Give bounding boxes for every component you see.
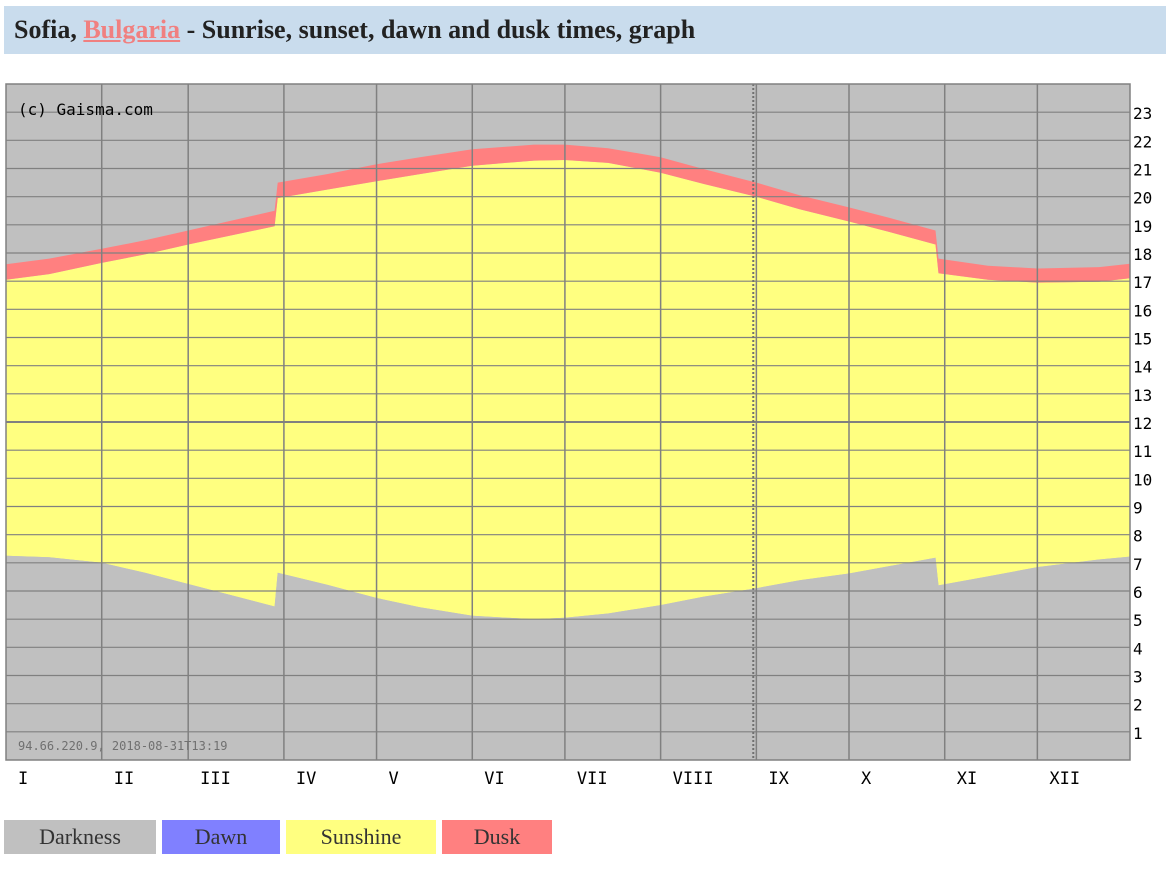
legend-dusk: Dusk [442, 820, 552, 854]
y-tick-label: 20 [1133, 189, 1152, 208]
y-tick-label: 2 [1133, 696, 1143, 715]
y-tick-label: 17 [1133, 273, 1152, 292]
month-label: IV [296, 769, 316, 789]
sun-times-graph: 1 2 3 4 5 6 7 8 9 10 11 12 13 14 15 16 17 18 19 20 21 22 23 I II… [4, 82, 1170, 792]
y-tick-label: 18 [1133, 245, 1152, 264]
watermark-text: (c) Gaisma.com [18, 100, 153, 119]
y-tick-label: 5 [1133, 611, 1143, 630]
month-label: I [18, 769, 28, 789]
month-label: VI [484, 769, 504, 789]
month-label: XII [1049, 769, 1080, 789]
page-title: Sofia, Bulgaria - Sunrise, sunset, dawn … [4, 6, 1166, 54]
legend-dusk-label: Dusk [473, 824, 521, 849]
y-tick-label: 10 [1133, 470, 1152, 489]
y-tick-label: 9 [1133, 499, 1143, 518]
legend-sunshine: Sunshine [286, 820, 436, 854]
legend-dawn: Dawn [162, 820, 280, 854]
y-tick-label: 1 [1133, 724, 1143, 743]
month-label: VII [577, 769, 608, 789]
y-tick-label: 7 [1133, 555, 1143, 574]
legend-dawn-label: Dawn [194, 824, 248, 849]
y-tick-label: 21 [1133, 161, 1152, 180]
y-tick-label: 19 [1133, 217, 1152, 236]
month-label: VIII [673, 769, 714, 789]
y-tick-label: 22 [1133, 132, 1152, 151]
footer-stamp: 94.66.220.9, 2018-08-31T13:19 [18, 739, 228, 753]
page-title-city: Sofia, [14, 15, 84, 44]
month-label: IX [768, 769, 789, 789]
y-tick-label: 8 [1133, 527, 1143, 546]
legend-darkness-label: Darkness [39, 824, 121, 849]
legend: Darkness Dawn Sunshine Dusk [4, 820, 552, 854]
country-link[interactable]: Bulgaria [83, 15, 181, 44]
month-label: III [200, 769, 231, 789]
y-tick-label: 15 [1133, 330, 1152, 349]
month-label: II [114, 769, 134, 789]
dusk-area [6, 144, 1130, 283]
y-tick-label: 14 [1133, 358, 1152, 377]
y-tick-label: 12 [1133, 414, 1152, 433]
month-label: XI [957, 769, 977, 789]
plot-frame [5, 83, 1131, 761]
y-tick-label: 4 [1133, 639, 1143, 658]
month-label: X [861, 769, 872, 789]
y-tick-label: 23 [1133, 104, 1152, 123]
y-tick-label: 11 [1133, 442, 1152, 461]
legend-darkness: Darkness [4, 820, 156, 854]
page-title-rest: - Sunrise, sunset, dawn and dusk times, … [180, 15, 696, 44]
y-tick-label: 3 [1133, 668, 1143, 687]
legend-sunshine-label: Sunshine [320, 824, 402, 849]
y-tick-label: 6 [1133, 583, 1143, 602]
y-tick-label: 16 [1133, 301, 1152, 320]
y-tick-label: 13 [1133, 386, 1152, 405]
month-label: V [389, 769, 399, 789]
